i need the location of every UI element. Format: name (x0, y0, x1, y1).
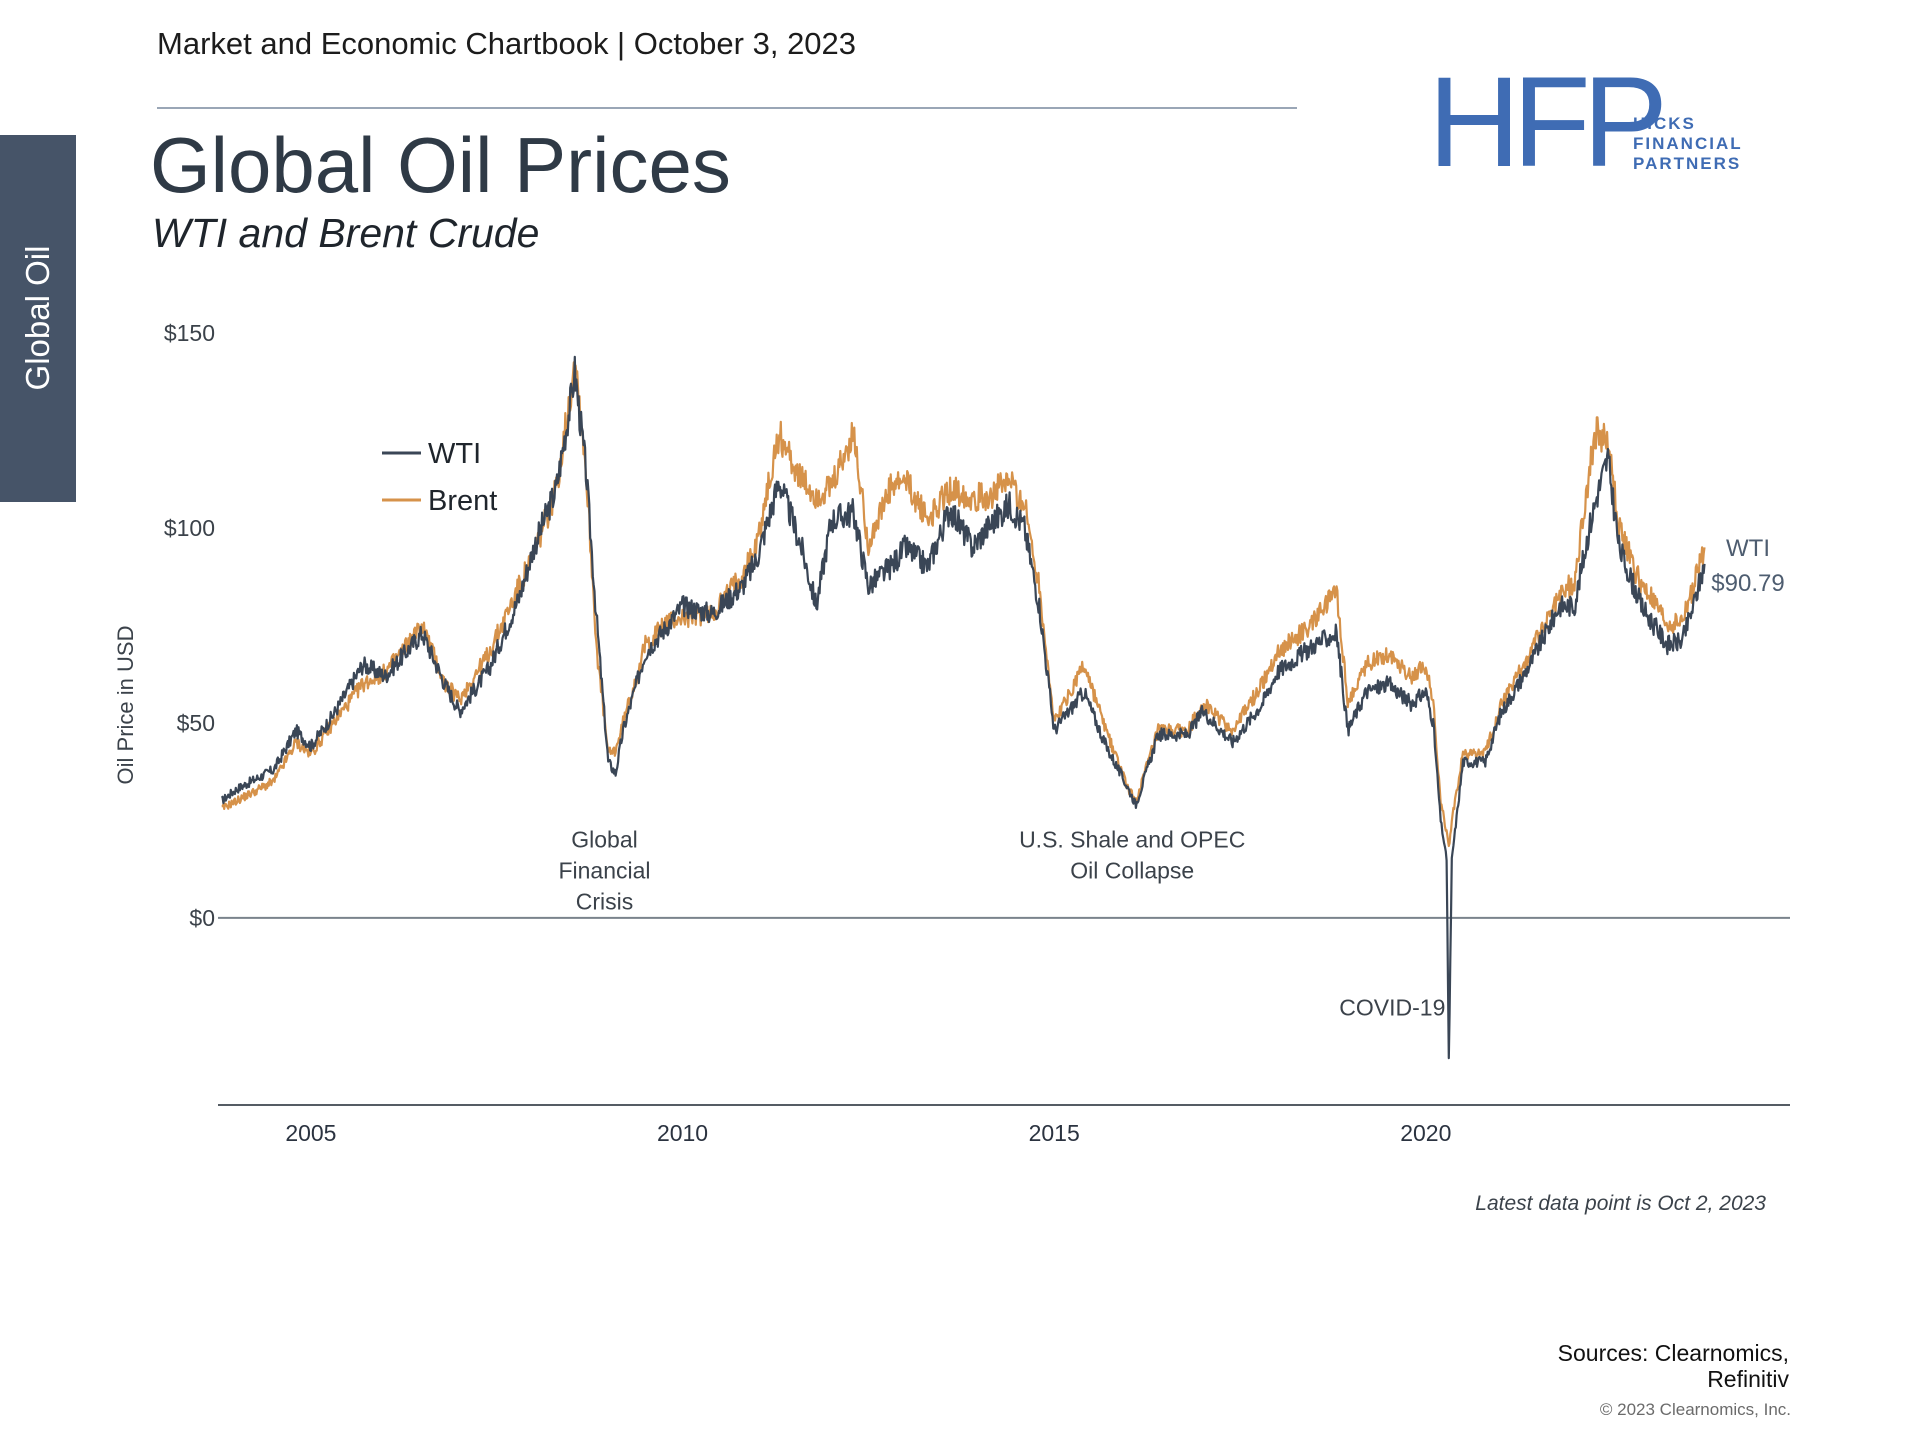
x-tick-label: 2020 (1400, 1120, 1451, 1146)
logo-word-partners: PARTNERS (1633, 154, 1742, 173)
end-label-line: WTI (1726, 535, 1770, 562)
series-line-wti (220, 355, 1706, 1060)
legend-label-wti: WTI (428, 438, 481, 470)
side-tab (0, 135, 76, 502)
annotation-line: Oil Collapse (1070, 858, 1194, 884)
logo-mark: HFP (1428, 51, 1668, 194)
legend-label-brent: Brent (428, 485, 497, 517)
annotation-line: Crisis (576, 889, 634, 915)
annotation-label: COVID-19 (1339, 994, 1445, 1020)
chartbook-header: Market and Economic Chartbook | October … (157, 26, 857, 61)
x-tick-label: 2015 (1029, 1120, 1080, 1146)
page-subtitle: WTI and Brent Crude (152, 210, 540, 256)
sources-line-2: Refinitiv (1707, 1366, 1789, 1392)
end-label-line: $90.79 (1711, 570, 1784, 597)
header-divider (157, 107, 1297, 109)
y-tick-label: $100 (164, 515, 215, 541)
sources-line-1: Sources: Clearnomics, (1557, 1340, 1789, 1366)
end-label-wti: WTI $90.79 (1711, 535, 1784, 597)
logo-word-financial: FINANCIAL (1633, 134, 1743, 153)
annotation-line: COVID-19 (1339, 994, 1445, 1020)
annotation-label: U.S. Shale and OPEC Oil Collapse (1019, 827, 1245, 884)
annotation-line: Financial (558, 858, 650, 884)
y-tick-label: $150 (164, 320, 215, 346)
y-axis-label: Oil Price in USD (113, 626, 138, 785)
hfp-logo: HFP HICKS FINANCIAL PARTNERS (1428, 51, 1768, 194)
copyright: © 2023 Clearnomics, Inc. (1599, 1400, 1791, 1419)
annotation-line: U.S. Shale and OPEC (1019, 827, 1245, 853)
logo-word-hicks: HICKS (1633, 114, 1696, 133)
sources: Sources: Clearnomics, Refinitiv (1389, 1340, 1789, 1392)
y-tick-label: $50 (177, 710, 215, 736)
page-title: Global Oil Prices (150, 121, 731, 209)
latest-data-note: Latest data point is Oct 2, 2023 (1475, 1192, 1766, 1215)
series-line-brent (221, 361, 1706, 848)
x-tick-label: 2005 (285, 1120, 336, 1146)
x-tick-label: 2010 (657, 1120, 708, 1146)
annotation-line: Global (571, 827, 637, 853)
annotation-label: Global Financial Crisis (558, 827, 650, 915)
y-tick-label: $0 (189, 905, 215, 931)
